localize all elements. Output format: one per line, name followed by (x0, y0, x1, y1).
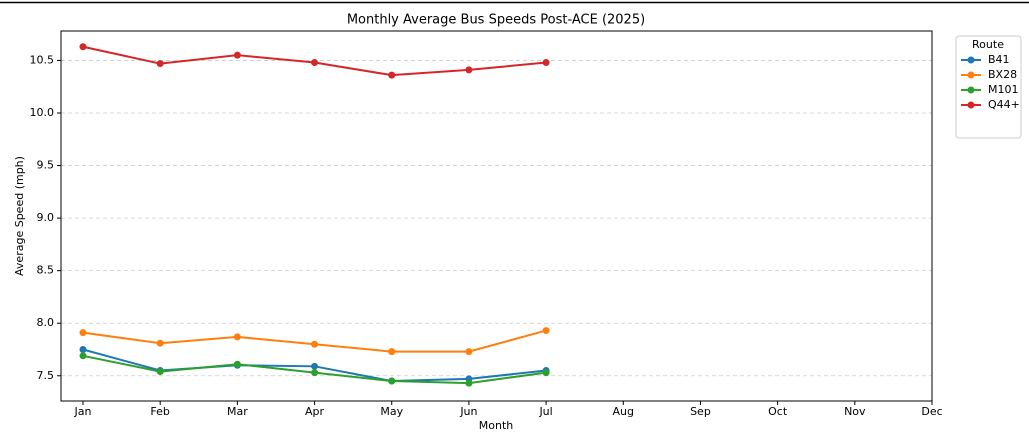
x-tick-label: Jan (74, 405, 92, 418)
y-tick-label: 7.5 (37, 369, 55, 382)
data-point (79, 345, 87, 353)
legend-marker (967, 101, 975, 109)
y-tick-label: 8.5 (37, 264, 55, 277)
x-tick-label: Apr (305, 405, 325, 418)
data-point (311, 59, 319, 67)
data-point (388, 71, 396, 79)
x-tick-label: Oct (768, 405, 788, 418)
data-point (79, 352, 87, 360)
x-tick-label: Jul (538, 405, 552, 418)
legend-label: Q44+ (988, 98, 1020, 111)
data-point (79, 329, 87, 337)
data-point (388, 348, 396, 356)
y-tick-label: 10.5 (30, 53, 55, 66)
data-point (388, 377, 396, 385)
x-tick-label: Nov (844, 405, 866, 418)
plot-frame (60, 30, 933, 402)
legend-label: M101 (988, 83, 1019, 96)
data-point (233, 360, 241, 368)
x-tick-label: Aug (613, 405, 634, 418)
chart-title: Monthly Average Bus Speeds Post-ACE (202… (347, 13, 645, 28)
data-point (542, 369, 550, 377)
data-point (465, 348, 473, 356)
data-point (311, 340, 319, 348)
data-point (311, 362, 319, 370)
x-tick-label: Feb (150, 405, 169, 418)
data-point (465, 379, 473, 387)
data-point (156, 339, 164, 347)
y-tick-label: 9.0 (37, 211, 55, 224)
legend-marker (967, 71, 975, 79)
data-point (542, 59, 550, 67)
legend-marker (967, 86, 975, 94)
x-tick-label: Dec (921, 405, 942, 418)
data-point (233, 51, 241, 59)
x-tick-label: Jun (459, 405, 477, 418)
data-point (79, 43, 87, 51)
data-point (156, 60, 164, 68)
y-axis-label: Average Speed (mph) (13, 156, 26, 276)
data-point (465, 66, 473, 74)
x-axis-label: Month (479, 419, 514, 432)
x-tick-label: Sep (690, 405, 711, 418)
legend-label: B41 (988, 53, 1010, 66)
data-point (156, 368, 164, 376)
y-tick-label: 9.5 (37, 159, 55, 172)
data-point (311, 369, 319, 377)
legend-title: Route (972, 38, 1004, 51)
y-tick-label: 10.0 (30, 106, 55, 119)
data-point (233, 333, 241, 341)
legend-marker (967, 56, 975, 64)
legend-label: BX28 (988, 68, 1017, 81)
x-tick-label: May (380, 405, 403, 418)
x-tick-label: Mar (227, 405, 248, 418)
y-tick-label: 8.0 (37, 316, 55, 329)
data-point (542, 327, 550, 335)
